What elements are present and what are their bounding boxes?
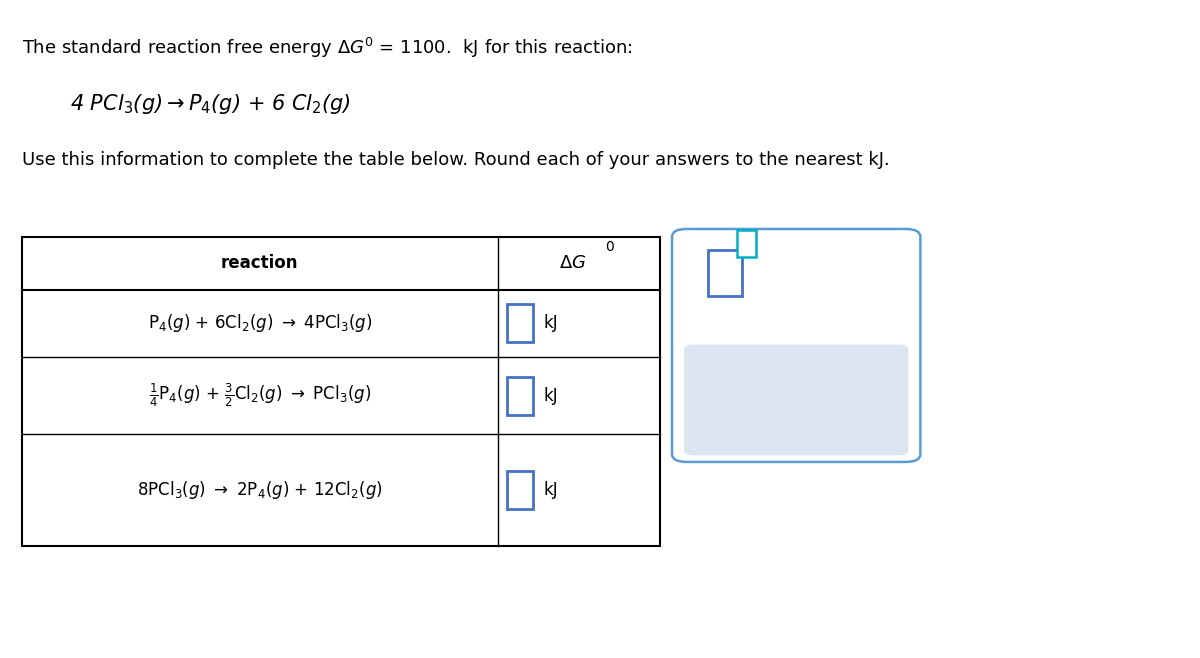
Text: kJ: kJ	[544, 315, 558, 332]
Text: reaction: reaction	[221, 254, 299, 272]
Text: P$_4$($g$) + 6Cl$_2$($g$) $\rightarrow$ 4PCl$_3$($g$): P$_4$($g$) + 6Cl$_2$($g$) $\rightarrow$ …	[148, 313, 372, 334]
Text: kJ: kJ	[544, 481, 558, 499]
Text: ↺: ↺	[824, 388, 847, 416]
Text: ✕: ✕	[744, 392, 761, 412]
Text: x10: x10	[761, 237, 784, 250]
Text: Use this information to complete the table below. Round each of your answers to : Use this information to complete the tab…	[22, 151, 889, 169]
Text: $\Delta G$: $\Delta G$	[559, 254, 587, 272]
Text: 0: 0	[606, 240, 614, 254]
Text: kJ: kJ	[544, 387, 558, 405]
Text: $\frac{1}{4}$P$_4$($g$) + $\frac{3}{2}$Cl$_2$($g$) $\rightarrow$ PCl$_3$($g$): $\frac{1}{4}$P$_4$($g$) + $\frac{3}{2}$C…	[149, 382, 371, 409]
Text: 4 PCl$_3$($g$)$\rightarrow$P$_4$($g$) + 6 Cl$_2$($g$): 4 PCl$_3$($g$)$\rightarrow$P$_4$($g$) + …	[70, 92, 350, 116]
Text: The standard reaction free energy $\Delta G^{0}$ = 1100.  kJ for this reaction:: The standard reaction free energy $\Delt…	[22, 36, 632, 61]
Text: 8PCl$_3$($g$) $\rightarrow$ 2P$_4$($g$) + 12Cl$_2$($g$): 8PCl$_3$($g$) $\rightarrow$ 2P$_4$($g$) …	[137, 479, 383, 501]
